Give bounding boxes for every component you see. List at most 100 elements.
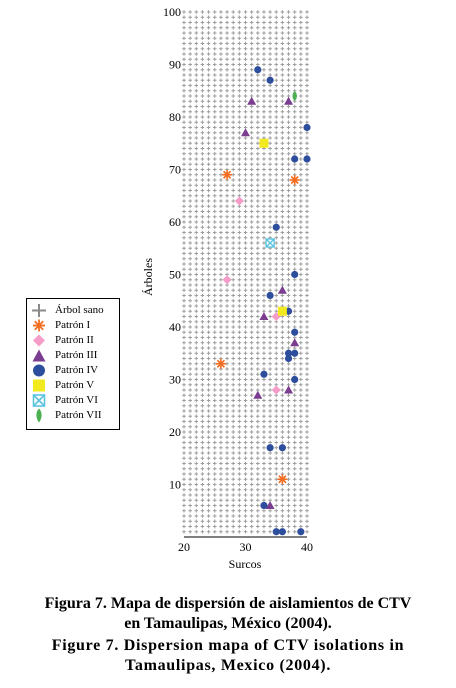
healthy-tree-marker [237,461,242,466]
healthy-tree-marker [262,335,266,340]
healthy-tree-marker [219,346,223,350]
healthy-tree-marker [243,209,248,214]
healthy-tree-marker [206,157,211,161]
healthy-tree-marker [243,451,248,455]
healthy-tree-marker [262,424,266,429]
healthy-tree-marker [262,514,266,518]
healthy-tree-marker [256,325,260,329]
healthy-tree-marker [262,31,266,35]
healthy-tree-marker [286,340,291,345]
healthy-tree-marker [231,52,235,56]
healthy-tree-marker [182,508,186,513]
healthy-tree-marker [262,288,266,293]
healthy-tree-marker [262,472,266,476]
healthy-tree-marker [299,115,303,119]
healthy-tree-marker [231,36,235,41]
healthy-tree-marker [182,445,186,450]
healthy-tree-marker [249,25,254,30]
healthy-tree-marker [231,519,235,524]
healthy-tree-marker [194,94,199,98]
healthy-tree-marker [182,414,186,419]
healthy-tree-marker [194,262,199,266]
healthy-tree-marker [262,88,266,93]
healthy-tree-marker [280,83,285,88]
healthy-tree-marker [188,10,192,14]
healthy-tree-marker [256,41,260,46]
healthy-tree-marker [305,493,309,497]
healthy-tree-marker [194,472,199,476]
healthy-tree-marker [212,220,217,224]
healthy-tree-marker [286,151,291,156]
healthy-tree-marker [299,109,303,114]
healthy-tree-marker [268,451,272,455]
healthy-tree-marker [268,319,272,324]
healthy-tree-marker [231,235,235,240]
healthy-tree-marker [237,435,242,440]
healthy-tree-marker [280,41,285,46]
healthy-tree-marker [299,57,303,62]
healthy-tree-marker [194,440,199,445]
healthy-tree-marker [200,230,205,235]
healthy-tree-marker [188,493,192,497]
healthy-tree-marker [200,283,205,287]
healthy-tree-marker [212,451,217,455]
healthy-tree-marker [200,209,205,214]
healthy-tree-marker [206,251,211,256]
healthy-tree-marker [200,277,205,282]
healthy-tree-marker [262,445,266,450]
healthy-tree-marker [212,482,217,487]
healthy-tree-marker [188,498,192,503]
healthy-tree-marker [231,524,235,529]
healthy-tree-marker [286,36,291,41]
healthy-tree-marker [243,472,248,476]
healthy-tree-marker [188,519,192,524]
healthy-tree-marker [292,503,297,508]
healthy-tree-marker [206,393,211,398]
healthy-tree-marker [256,188,260,193]
healthy-tree-marker [194,524,199,529]
healthy-tree-marker [237,230,242,235]
healthy-tree-marker [292,524,297,529]
healthy-tree-marker [299,409,303,413]
healthy-tree-marker [188,487,192,492]
healthy-tree-marker [299,267,303,272]
pattern-point-4 [303,155,311,163]
healthy-tree-marker [188,466,192,471]
healthy-tree-marker [274,209,279,214]
healthy-tree-marker [249,256,254,261]
healthy-tree-marker [268,41,272,46]
healthy-tree-marker [194,36,199,41]
legend-label: Patrón IV [55,364,99,376]
healthy-tree-marker [280,393,285,398]
healthy-tree-marker [256,267,260,272]
healthy-tree-marker [219,162,223,167]
healthy-tree-marker [225,498,229,503]
healthy-tree-marker [212,141,217,146]
healthy-tree-marker [305,424,309,429]
healthy-tree-marker [225,188,229,193]
healthy-tree-marker [286,146,291,151]
healthy-tree-marker [237,288,242,293]
healthy-tree-marker [274,424,279,429]
healthy-tree-marker [212,120,217,125]
healthy-tree-marker [249,361,254,366]
diamond-marker-icon [33,334,45,347]
healthy-tree-marker [212,398,217,403]
healthy-tree-marker [256,330,260,335]
healthy-tree-marker [206,409,211,413]
healthy-tree-marker [292,67,297,72]
healthy-tree-marker [256,372,260,377]
healthy-tree-marker [188,456,192,461]
healthy-tree-marker [249,15,254,20]
healthy-tree-marker [231,41,235,46]
healthy-tree-marker [206,262,211,266]
healthy-tree-marker [182,136,186,140]
healthy-tree-marker [256,31,260,35]
healthy-tree-marker [231,199,235,203]
healthy-tree-marker [225,388,229,392]
healthy-tree-marker [212,204,217,209]
healthy-tree-marker [286,435,291,440]
healthy-tree-marker [206,94,211,98]
healthy-tree-marker [262,52,266,56]
healthy-tree-marker [280,235,285,240]
